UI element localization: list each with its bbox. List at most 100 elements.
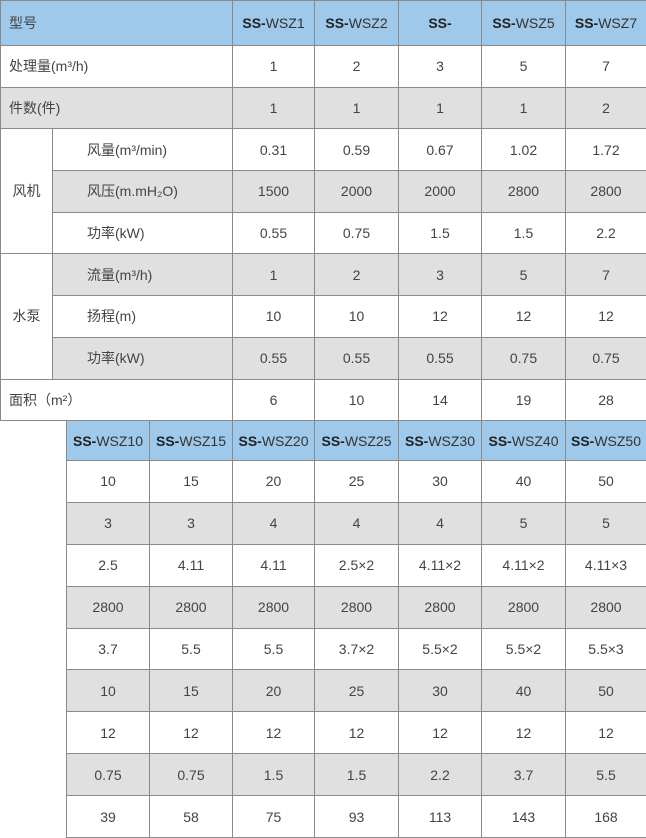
value-cell: 19 <box>482 379 566 421</box>
value-cell: 3 <box>399 46 482 88</box>
value-cell: 1.5 <box>482 212 566 254</box>
model-prefix: SS- <box>325 15 348 31</box>
value-cell: 5 <box>482 254 566 296</box>
model-prefix: SS- <box>492 15 515 31</box>
value-cell: 4.11 <box>233 544 315 586</box>
value-cell: 20 <box>233 670 315 712</box>
value-cell: 3 <box>150 502 233 544</box>
value-cell: 15 <box>150 670 233 712</box>
model-suffix: WSZ40 <box>512 433 559 449</box>
model-prefix: SS- <box>73 433 96 449</box>
value-cell: 10 <box>233 296 315 338</box>
value-cell: 4.11×2 <box>399 544 482 586</box>
value-cell: 28 <box>566 379 646 421</box>
model-header-cell: SS-WSZ15 <box>150 421 233 461</box>
value-cell: 2000 <box>399 171 482 213</box>
value-cell: 2800 <box>315 586 399 628</box>
model-header-cell: SS-WSZ7 <box>566 1 646 46</box>
row-label: 件数(件) <box>1 87 233 129</box>
row-label: 流量(m³/h) <box>53 254 233 296</box>
model-suffix: WSZ7 <box>598 15 637 31</box>
value-cell: 0.55 <box>233 337 315 379</box>
value-cell: 4.11×2 <box>482 544 566 586</box>
value-cell: 12 <box>482 296 566 338</box>
value-cell: 7 <box>566 46 646 88</box>
value-cell: 12 <box>399 712 482 754</box>
value-cell: 7 <box>566 254 646 296</box>
value-cell: 1 <box>233 46 315 88</box>
model-suffix: WSZ10 <box>96 433 143 449</box>
value-cell: 30 <box>399 461 482 503</box>
value-cell: 12 <box>566 296 646 338</box>
value-cell: 4.11 <box>150 544 233 586</box>
value-cell: 40 <box>482 461 566 503</box>
value-cell: 5.5 <box>233 628 315 670</box>
model-suffix: WSZ2 <box>349 15 388 31</box>
value-cell: 1 <box>482 87 566 129</box>
value-cell: 25 <box>315 670 399 712</box>
model-suffix: WSZ25 <box>345 433 392 449</box>
value-cell: 12 <box>67 712 150 754</box>
value-cell: 3.7 <box>482 754 566 796</box>
value-cell: 1 <box>315 87 399 129</box>
value-cell: 12 <box>150 712 233 754</box>
value-cell: 15 <box>150 461 233 503</box>
value-cell: 1.72 <box>566 129 646 171</box>
row-label: 风量(m³/min) <box>53 129 233 171</box>
value-cell: 10 <box>67 461 150 503</box>
value-cell: 3.7 <box>67 628 150 670</box>
value-cell: 12 <box>482 712 566 754</box>
model-prefix: SS- <box>405 433 428 449</box>
value-cell: 2.5×2 <box>315 544 399 586</box>
value-cell: 39 <box>67 796 150 838</box>
value-cell: 20 <box>233 461 315 503</box>
model-header-cell: SS-WSZ25 <box>315 421 399 461</box>
model-suffix: WSZ30 <box>428 433 475 449</box>
value-cell: 0.75 <box>67 754 150 796</box>
value-cell: 2800 <box>482 586 566 628</box>
value-cell: 2.5 <box>67 544 150 586</box>
model-prefix: SS- <box>238 433 261 449</box>
value-cell: 50 <box>566 461 646 503</box>
model-prefix: SS- <box>571 433 594 449</box>
value-cell: 2 <box>315 46 399 88</box>
model-header-cell: SS-WSZ30 <box>399 421 482 461</box>
row-label: 风压(m.mH₂O) <box>53 171 233 213</box>
value-cell: 1.5 <box>233 754 315 796</box>
value-cell: 143 <box>482 796 566 838</box>
value-cell: 1 <box>399 87 482 129</box>
value-cell: 2.2 <box>399 754 482 796</box>
value-cell: 12 <box>566 712 646 754</box>
value-cell: 5.5×2 <box>399 628 482 670</box>
value-cell: 3.7×2 <box>315 628 399 670</box>
row-label: 功率(kW) <box>53 212 233 254</box>
model-header-cell: SS-WSZ10 <box>67 421 150 461</box>
value-cell: 1 <box>233 254 315 296</box>
value-cell: 4 <box>399 502 482 544</box>
value-cell: 2800 <box>233 586 315 628</box>
model-header-cell: SS-WSZ50 <box>566 421 646 461</box>
value-cell: 5 <box>566 502 646 544</box>
value-cell: 1.02 <box>482 129 566 171</box>
value-cell: 58 <box>150 796 233 838</box>
value-cell: 0.75 <box>566 337 646 379</box>
value-cell: 75 <box>233 796 315 838</box>
value-cell: 0.55 <box>315 337 399 379</box>
group-label: 风机 <box>1 129 53 254</box>
value-cell: 0.75 <box>482 337 566 379</box>
value-cell: 113 <box>399 796 482 838</box>
model-label: 型号 <box>1 1 233 46</box>
model-prefix: SS- <box>488 433 511 449</box>
